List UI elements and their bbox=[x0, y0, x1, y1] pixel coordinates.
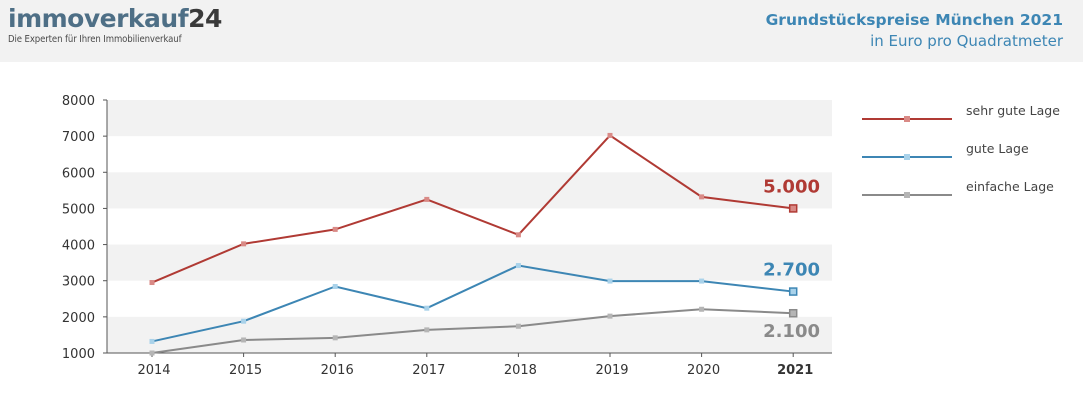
data-point bbox=[332, 335, 338, 341]
series-gute-Lage bbox=[149, 263, 798, 344]
data-point bbox=[241, 241, 247, 247]
chart-title-block: Grundstückspreise München 2021 in Euro p… bbox=[766, 10, 1063, 51]
grid-band bbox=[107, 172, 832, 209]
x-tick-label: 2020 bbox=[687, 363, 720, 378]
value-callout: 5.000 bbox=[763, 176, 820, 197]
series-line bbox=[151, 308, 794, 354]
y-tick-label: 1000 bbox=[62, 347, 95, 362]
brand-name: immoverkauf24 bbox=[8, 4, 222, 33]
x-tick-label: 2019 bbox=[595, 363, 628, 378]
header-bar: immoverkauf24 Die Experten für Ihren Imm… bbox=[0, 0, 1083, 62]
x-tick-label: 2017 bbox=[412, 363, 445, 378]
data-point bbox=[607, 313, 613, 319]
legend-entry: einfache Lage bbox=[862, 179, 1054, 198]
y-tick-label: 3000 bbox=[62, 275, 95, 290]
y-tick-label: 7000 bbox=[62, 130, 95, 145]
legend-label: sehr gute Lage bbox=[966, 103, 1060, 118]
data-point bbox=[699, 278, 705, 284]
legend-swatch-marker bbox=[904, 116, 910, 122]
series-lines bbox=[149, 132, 798, 356]
x-tick-label: 2014 bbox=[137, 363, 170, 378]
x-axis-ticks: 2014 2015 2016 2017 2018 2019 2020 2021 bbox=[137, 353, 813, 378]
brand-tagline: Die Experten für Ihren Immobilienverkauf bbox=[8, 34, 182, 45]
legend-label: einfache Lage bbox=[966, 179, 1054, 194]
data-point bbox=[332, 226, 338, 232]
y-tick-label: 6000 bbox=[62, 166, 95, 181]
series-sehr-gute-Lage bbox=[149, 132, 798, 286]
value-callout: 2.700 bbox=[763, 260, 820, 281]
grid-band bbox=[107, 316, 832, 353]
value-callouts: 5.000 2.700 2.100 bbox=[763, 176, 820, 342]
legend-swatch-marker bbox=[904, 192, 910, 198]
data-point bbox=[424, 196, 430, 202]
legend-entry: gute Lage bbox=[862, 141, 1029, 160]
x-tick-label: 2018 bbox=[504, 363, 537, 378]
data-point bbox=[424, 305, 430, 311]
data-point bbox=[332, 283, 338, 289]
chart-subtitle: in Euro pro Quadratmeter bbox=[870, 32, 1063, 50]
y-tick-label: 8000 bbox=[62, 94, 95, 109]
data-point bbox=[424, 327, 430, 333]
legend-entry: sehr gute Lage bbox=[862, 103, 1060, 122]
grid-band bbox=[107, 100, 832, 137]
data-point bbox=[515, 323, 521, 329]
data-point bbox=[149, 350, 155, 356]
data-point bbox=[241, 318, 247, 324]
legend-label: gute Lage bbox=[966, 141, 1029, 156]
data-point bbox=[788, 204, 798, 213]
y-tick-label: 2000 bbox=[62, 311, 95, 326]
value-callout: 2.100 bbox=[763, 321, 820, 342]
x-tick-label: 2021 bbox=[777, 363, 813, 378]
data-point bbox=[607, 132, 613, 138]
grid-band bbox=[107, 244, 832, 281]
brand-number: 24 bbox=[188, 4, 222, 33]
data-point bbox=[515, 232, 521, 238]
brand-logo[interactable]: immoverkauf24 Die Experten für Ihren Imm… bbox=[8, 4, 222, 46]
data-point bbox=[149, 338, 155, 344]
data-point bbox=[241, 337, 247, 343]
grid-bands bbox=[107, 100, 832, 353]
data-point bbox=[515, 263, 521, 269]
data-point bbox=[699, 306, 705, 312]
legend: sehr gute Lage gute Lage einfache Lage bbox=[862, 103, 1060, 198]
series-line bbox=[151, 134, 794, 284]
chart-title: Grundstückspreise München 2021 bbox=[765, 11, 1063, 29]
y-tick-label: 4000 bbox=[62, 239, 95, 254]
chart-axes bbox=[106, 100, 832, 354]
y-tick-label: 5000 bbox=[62, 202, 95, 217]
x-tick-label: 2016 bbox=[321, 363, 354, 378]
data-point bbox=[788, 287, 798, 296]
y-axis-ticks: 1000 2000 3000 4000 5000 6000 7000 8000 bbox=[62, 94, 107, 362]
x-tick-label: 2015 bbox=[229, 363, 262, 378]
data-point bbox=[149, 280, 155, 286]
series-line bbox=[151, 264, 794, 343]
legend-swatch-marker bbox=[904, 154, 910, 160]
data-point bbox=[699, 194, 705, 200]
data-point bbox=[788, 308, 798, 318]
series-einfache-Lage bbox=[149, 306, 798, 356]
data-point bbox=[607, 278, 613, 284]
